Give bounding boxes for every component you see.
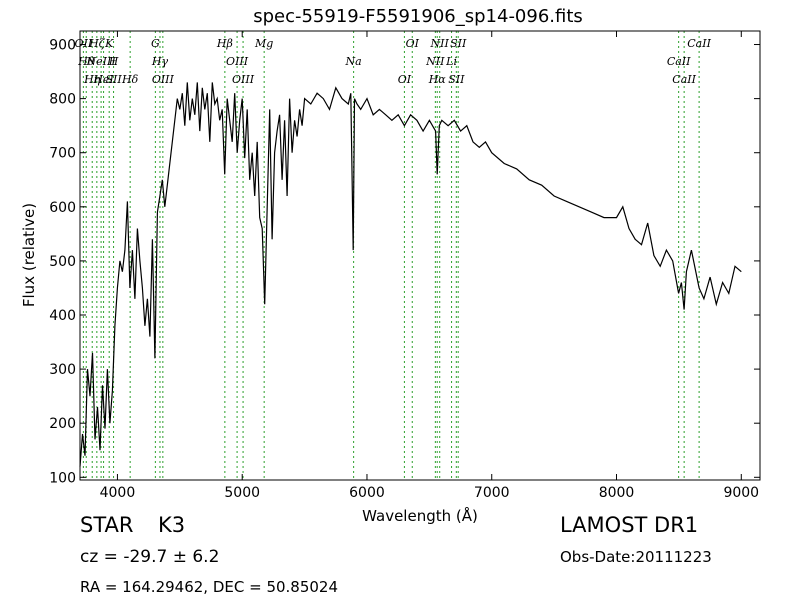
line-label: G (151, 37, 160, 50)
line-label: Hα (428, 73, 447, 86)
plot-frame (79, 30, 761, 481)
line-label: Mg (254, 37, 273, 50)
line-label: SII (450, 37, 467, 50)
x-tick-label: 7000 (474, 485, 510, 501)
y-tick-label: 700 (49, 146, 76, 162)
x-tick-label: 6000 (349, 485, 385, 501)
y-tick-label: 300 (49, 362, 76, 378)
x-tick-label: 8000 (599, 485, 635, 501)
y-tick-label: 900 (49, 38, 76, 54)
line-label: Hγ (151, 55, 169, 68)
redshift-cz: cz = -29.7 ± 6.2 (80, 547, 220, 567)
object-class: STAR (80, 513, 134, 537)
line-label: NII (430, 37, 450, 50)
line-label: Hζ (88, 37, 106, 50)
line-label: NII (425, 55, 445, 68)
line-label: OIII (232, 73, 255, 86)
line-label: OIII (226, 55, 249, 68)
line-label: K (104, 37, 114, 50)
line-label: Na (345, 55, 362, 68)
line-label: CaII (672, 73, 696, 86)
line-label: Li (445, 55, 457, 68)
y-tick-label: 800 (49, 92, 76, 108)
coordinates: RA = 164.29462, DEC = 50.85024 (80, 578, 339, 596)
y-tick-label: 600 (49, 200, 76, 216)
line-label: CaII (667, 55, 691, 68)
line-label: SII (448, 73, 465, 86)
line-label: OI (398, 73, 412, 86)
y-axis-label: Flux (relative) (20, 203, 38, 307)
survey-name: LAMOST DR1 (560, 513, 699, 537)
emission-line-markers (82, 31, 700, 480)
line-label: Hβ (216, 37, 233, 50)
x-tick-label: 4000 (100, 485, 136, 501)
x-tick-label: 5000 (224, 485, 260, 501)
x-tick-label: 9000 (723, 485, 759, 501)
line-label: NeIII (86, 55, 117, 68)
line-label: OI (406, 37, 420, 50)
line-label: H (108, 55, 119, 68)
x-axis-label: Wavelength (Å) (362, 506, 478, 525)
y-tick-label: 500 (49, 254, 76, 270)
spectrum-line (79, 82, 742, 467)
line-label: CaII (687, 37, 711, 50)
line-label: Hη (83, 73, 101, 86)
line-label: Hδ (121, 73, 139, 86)
y-tick-label: 200 (49, 416, 76, 432)
y-tick-label: 100 (49, 470, 76, 486)
line-label: HeI (92, 73, 114, 86)
line-label: SII (105, 73, 122, 86)
line-label: OIII (152, 73, 175, 86)
observation-date: Obs-Date:20111223 (560, 548, 712, 566)
axis-ticks: 4000 5000 6000 7000 8000 9000 100 200 300 400 500 6… (49, 31, 760, 501)
line-label: Hθ (77, 55, 95, 68)
chart-title: spec-55919-F5591906_sp14-096.fits (253, 6, 583, 27)
y-tick-label: 400 (49, 308, 76, 324)
object-subclass: K3 (158, 513, 186, 537)
line-label: OII (75, 37, 93, 50)
